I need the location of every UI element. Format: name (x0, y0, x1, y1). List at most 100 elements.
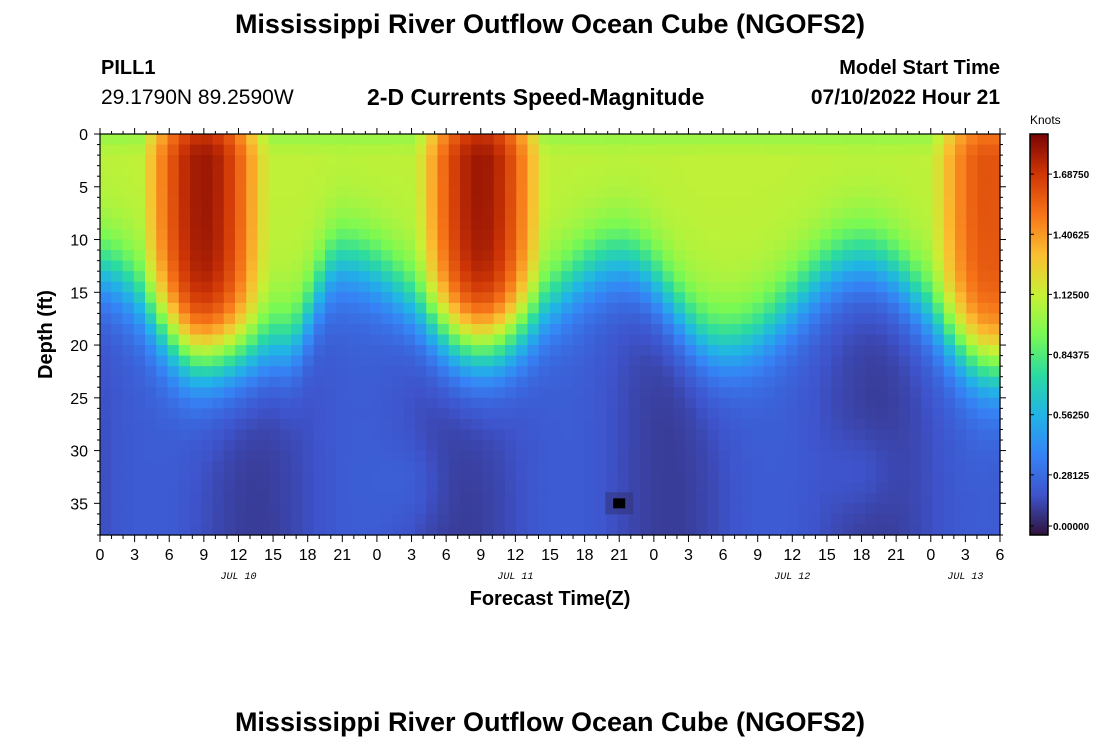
heatmap-cell (763, 387, 776, 399)
heatmap-cell (651, 355, 664, 367)
heatmap-cell (111, 492, 124, 504)
heatmap-cell (268, 492, 281, 504)
heatmap-cell (707, 313, 720, 325)
heatmap-cell (988, 260, 1001, 272)
heatmap-cell (325, 492, 337, 504)
heatmap-cell (865, 313, 877, 325)
heatmap-cell (673, 239, 686, 251)
heatmap-cell (943, 292, 956, 304)
heatmap-cell (955, 366, 967, 378)
heatmap-cell (730, 513, 742, 526)
heatmap-cell (786, 366, 799, 378)
heatmap-cell (201, 302, 214, 314)
heatmap-cell (842, 492, 855, 504)
heatmap-cell (426, 134, 439, 146)
heatmap-cell (696, 323, 709, 336)
heatmap-cell (527, 429, 540, 441)
heatmap-cell (673, 461, 686, 473)
heatmap-cell (291, 450, 304, 462)
heatmap-cell (111, 292, 124, 304)
heatmap-cell (718, 387, 731, 399)
x-tick-label: 9 (476, 547, 485, 564)
heatmap-cell (595, 366, 607, 378)
heatmap-cell (223, 471, 236, 483)
heatmap-cell (752, 302, 765, 314)
heatmap-cell (505, 387, 517, 399)
heatmap-cell (426, 207, 439, 220)
heatmap-cell (887, 440, 900, 452)
heatmap-cell (887, 197, 900, 209)
heatmap-cell (358, 355, 371, 367)
heatmap-cell (718, 302, 731, 314)
heatmap-cell (100, 281, 112, 293)
heatmap-cell (538, 165, 551, 177)
heatmap-cell (505, 144, 517, 156)
heatmap-cell (516, 503, 529, 515)
heatmap-cell (122, 492, 135, 504)
heatmap-cell (257, 345, 270, 357)
heatmap-cell (302, 513, 315, 526)
heatmap-cell (280, 482, 292, 494)
heatmap-cell (133, 218, 146, 230)
heatmap-cell (820, 513, 832, 526)
station-coords: 29.1790N 89.2590W (101, 86, 294, 109)
heatmap-cell (223, 429, 236, 441)
heatmap-cell (943, 408, 956, 420)
heatmap-cell (471, 134, 484, 146)
heatmap-cell (471, 155, 484, 167)
heatmap-cell (482, 461, 495, 473)
heatmap-cell (617, 387, 630, 399)
heatmap-cell (403, 397, 416, 409)
heatmap-cell (201, 134, 214, 146)
heatmap-cell (493, 186, 506, 198)
heatmap-cell (898, 165, 911, 177)
heatmap-cell (595, 471, 607, 483)
heatmap-cell (167, 134, 180, 146)
heatmap-cell (662, 429, 675, 441)
heatmap-cell (257, 450, 270, 462)
heatmap-cell (415, 461, 427, 473)
heatmap-cell (111, 228, 124, 241)
heatmap-cell (583, 387, 596, 399)
heatmap-cell (325, 271, 337, 283)
heatmap-cell (381, 250, 394, 262)
heatmap-cell (426, 345, 439, 357)
heatmap-cell (527, 281, 540, 293)
heatmap-cell (718, 176, 731, 188)
heatmap-cell (898, 218, 911, 230)
heatmap-cell (313, 207, 326, 220)
heatmap-cell (786, 513, 799, 526)
heatmap-cell (628, 482, 641, 494)
heatmap-cell (437, 440, 450, 452)
heatmap-cell (212, 197, 225, 209)
heatmap-cell (977, 471, 990, 483)
heatmap-cell (493, 197, 506, 209)
heatmap-cell (718, 355, 731, 367)
heatmap-cell (482, 376, 495, 388)
heatmap-cell (471, 250, 484, 262)
heatmap-cell (808, 471, 821, 483)
heatmap-cell (977, 492, 990, 504)
heatmap-cell (370, 461, 382, 473)
heatmap-cell (628, 260, 641, 272)
heatmap-cell (471, 207, 484, 220)
heatmap-cell (820, 397, 832, 409)
heatmap-cell (280, 302, 292, 314)
heatmap-cell (617, 281, 630, 293)
heatmap-cell (977, 292, 990, 304)
heatmap-cell (493, 334, 506, 346)
heatmap-cell (246, 186, 259, 198)
heatmap-cell (921, 218, 934, 230)
heatmap-cell (988, 302, 1001, 314)
heatmap-cell (820, 197, 832, 209)
heatmap-cell (167, 323, 180, 336)
heatmap-cell (291, 524, 304, 536)
heatmap-cell (786, 397, 799, 409)
heatmap-cell (426, 450, 439, 462)
heatmap-cell (403, 207, 416, 220)
heatmap-cell (685, 524, 697, 536)
heatmap-cell (550, 345, 562, 357)
heatmap-cell (910, 186, 922, 198)
heatmap-cell (516, 387, 529, 399)
heatmap-cell (325, 418, 337, 431)
